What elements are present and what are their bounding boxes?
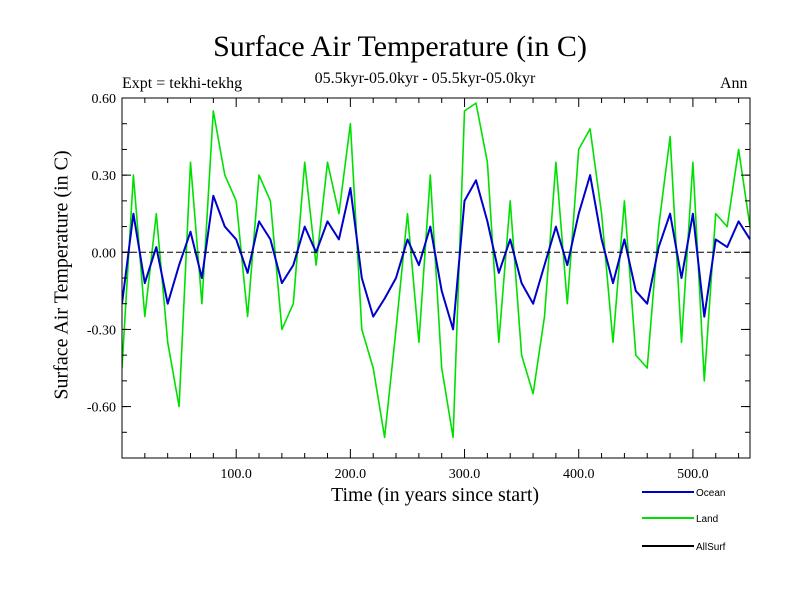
series-line-land — [122, 102, 750, 439]
legend-label-ocean: Ocean — [696, 488, 725, 499]
axis-layer: 0.60 0.30 0.00 -0.30 -0.60 100.0 200.0 300.0 400… — [87, 92, 751, 482]
x-tick-label: 400.0 — [563, 467, 595, 482]
legend-label-land: Land — [696, 514, 718, 525]
y-tick-label: 0.00 — [92, 246, 117, 261]
x-tick-label: 500.0 — [677, 467, 709, 482]
y-tick-label: 0.30 — [92, 169, 117, 184]
series-layer — [122, 102, 750, 439]
x-tick-label: 300.0 — [449, 467, 481, 482]
y-tick-label: -0.30 — [87, 323, 116, 338]
series-line-ocean — [122, 174, 750, 331]
x-axis-label: Time (in years since start) — [330, 484, 540, 506]
experiment-label: Expt = tekhi-tekhg — [122, 75, 243, 92]
chart-subtitle: 05.5kyr-05.0kyr - 05.5kyr-05.0kyr — [314, 70, 536, 87]
chart-title: Surface Air Temperature (in C) — [213, 30, 587, 63]
x-tick-label: 200.0 — [335, 467, 367, 482]
y-tick-label: 0.60 — [92, 92, 117, 107]
legend-label-allsurf: AllSurf — [696, 542, 726, 553]
legend: Ocean Land AllSurf — [642, 488, 726, 553]
period-label: Ann — [720, 75, 748, 92]
x-tick-label: 100.0 — [220, 467, 252, 482]
y-tick-label: -0.60 — [87, 401, 116, 416]
